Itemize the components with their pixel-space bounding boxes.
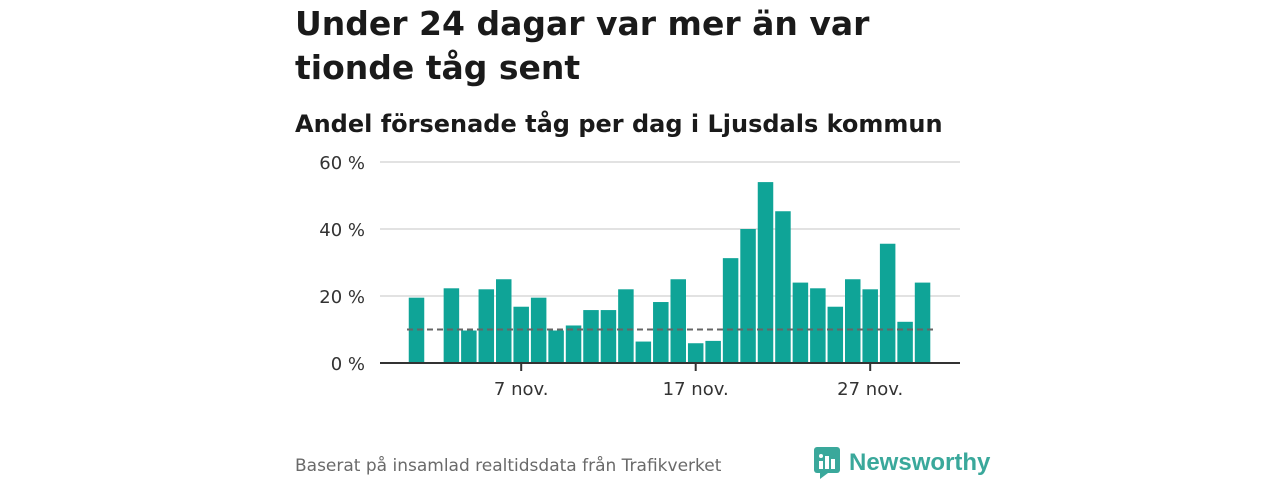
bar (775, 211, 791, 363)
x-tick-label: 7 nov. (494, 379, 549, 400)
bar (827, 306, 844, 363)
bar (862, 289, 878, 363)
bar (513, 306, 529, 363)
x-tick-label: 17 nov. (663, 379, 729, 400)
bar (461, 330, 477, 363)
y-tick-label: 0 % (331, 354, 365, 375)
bar (914, 282, 931, 363)
bar (670, 279, 686, 363)
bar (687, 343, 704, 363)
bar (635, 341, 652, 363)
bar (443, 288, 460, 363)
y-tick-label: 20 % (319, 287, 365, 308)
source-note: Baserat på insamlad realtidsdata från Tr… (295, 456, 722, 476)
x-tick-label: 27 nov. (837, 379, 903, 400)
bar (478, 289, 495, 363)
bar (810, 288, 826, 363)
bar (845, 279, 861, 363)
chart-subtitle: Andel försenade tåg per dag i Ljusdals k… (295, 110, 943, 138)
bar (792, 282, 809, 363)
y-tick-label: 60 % (319, 153, 365, 174)
brand-name: Newsworthy (849, 449, 991, 476)
headline: Under 24 dagar var mer än var tionde tåg… (295, 4, 870, 87)
bar (757, 182, 774, 363)
bar (583, 310, 599, 363)
bar (618, 289, 634, 363)
bar-chart: 0 % 20 % 40 % 60 % 7 nov. 17 nov. 27 nov. (319, 153, 960, 400)
bar (705, 340, 721, 363)
bar (722, 258, 739, 363)
y-tick-label: 40 % (319, 220, 365, 241)
bar (600, 310, 617, 363)
bar (565, 325, 582, 363)
bar (897, 321, 913, 363)
bar (408, 297, 425, 363)
bar (879, 243, 896, 363)
newsworthy-logo-icon (814, 447, 840, 479)
bar (740, 229, 756, 363)
brand[interactable]: Newsworthy (814, 446, 990, 480)
bar (653, 302, 669, 363)
bar (496, 279, 512, 363)
bar (548, 330, 564, 363)
